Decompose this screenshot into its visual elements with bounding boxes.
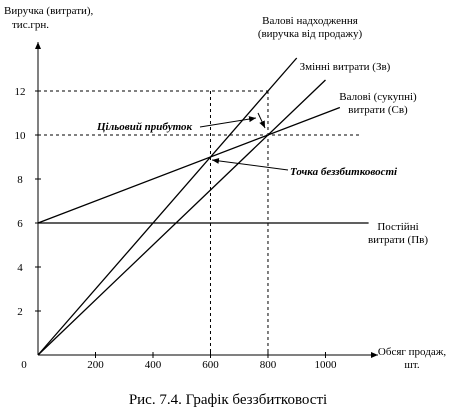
- x-tick-label: 600: [202, 359, 219, 371]
- series-label: Валові надходження: [262, 15, 358, 27]
- y-tick-label: 2: [17, 306, 23, 318]
- series-label: (виручка від продажу): [258, 28, 363, 40]
- caption: Рис. 7.4. Графік беззбитковості: [129, 392, 327, 408]
- y-axis-label: тис.грн.: [12, 19, 49, 31]
- arrow: [199, 116, 257, 128]
- y-tick-label: 12: [15, 86, 26, 98]
- series-line: [37, 106, 341, 224]
- x-axis-label: Обсяг продаж,: [378, 346, 446, 358]
- arrow: [257, 112, 266, 129]
- y-tick-label: 10: [15, 130, 27, 142]
- series-label: Валові (сукупні): [339, 91, 417, 103]
- x-tick-label: 400: [145, 359, 162, 371]
- series-line: [37, 57, 298, 356]
- y-axis-label: Виручка (витрати),: [4, 5, 94, 17]
- annotation: Точка беззбитковості: [290, 166, 398, 178]
- arrow: [211, 157, 289, 171]
- series-line: [37, 79, 326, 356]
- series-label: витрати (Св): [348, 104, 408, 116]
- x-tick-label: 0: [21, 359, 27, 371]
- y-tick-label: 4: [17, 262, 23, 274]
- series-label: витрати (Пв): [368, 234, 428, 246]
- series-label: Постійні: [377, 221, 418, 233]
- x-tick-label: 200: [87, 359, 104, 371]
- annotation: Цільовий прибуток: [96, 121, 193, 133]
- x-tick-label: 800: [260, 359, 277, 371]
- x-axis-label: шт.: [404, 359, 419, 371]
- x-tick-label: 1000: [314, 359, 337, 371]
- y-tick-label: 6: [17, 218, 23, 230]
- series-label: Змінні витрати (Зв): [300, 61, 391, 73]
- y-tick-label: 8: [17, 174, 23, 186]
